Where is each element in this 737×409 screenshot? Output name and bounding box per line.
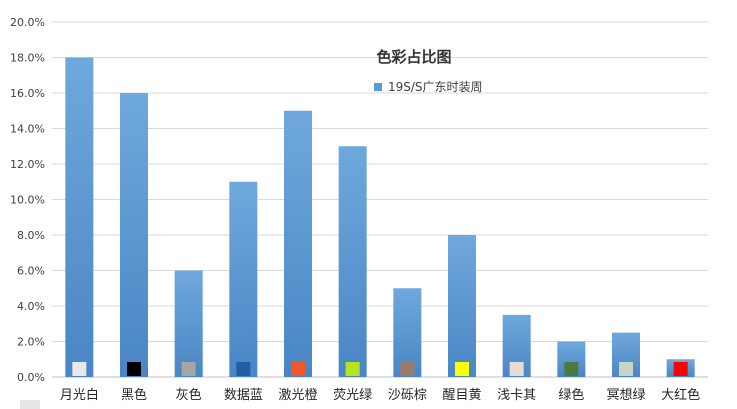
color-swatch (455, 362, 469, 376)
bars (65, 57, 695, 377)
x-tick-label: 灰色 (176, 387, 202, 403)
y-tick-label: 14.0% (10, 123, 45, 136)
x-tick-label: 月光白 (60, 387, 99, 403)
x-tick-label: 大红色 (661, 387, 700, 403)
x-tick-label: 沙砾棕 (388, 388, 427, 403)
color-swatch (509, 362, 524, 376)
color-swatch (291, 362, 305, 376)
color-swatch (400, 362, 415, 376)
y-tick-label: 2.0% (17, 336, 45, 349)
x-tick-label: 激光橙 (278, 388, 317, 403)
color-swatch (127, 362, 141, 376)
x-tick-label: 浅卡其 (497, 388, 536, 403)
y-tick-label: 8.0% (17, 229, 45, 242)
y-tick-label: 18.0% (10, 52, 45, 65)
bar (229, 181, 258, 377)
bar (120, 93, 148, 377)
x-tick-label: 数据蓝 (224, 388, 263, 403)
bar (448, 235, 476, 377)
y-tick-label: 10.0% (10, 194, 45, 207)
y-tick-label: 12.0% (10, 158, 45, 171)
legend-label: 19S/S广东时装周 (388, 80, 483, 94)
color-swatch (564, 362, 579, 376)
y-axis: 0.0% 2.0% 4.0% 6.0% 8.0% 10.0% 12.0% 14.0% 16.0%… (10, 16, 45, 384)
x-tick-label: 绿色 (558, 387, 584, 403)
color-swatches (72, 362, 688, 376)
color-swatch (236, 362, 251, 376)
chart-title: 色彩占比图 (376, 48, 451, 66)
x-tick-label: 荧光绿 (333, 388, 372, 403)
color-swatch (345, 362, 360, 376)
color-swatch (619, 362, 633, 376)
color-swatch (181, 362, 196, 376)
bar (65, 57, 94, 377)
x-axis: 月光白 黑色 灰色 数据蓝 激光橙 荧光绿 沙砾棕 醒目黄 浅卡其 绿色 冥想绿 大红色 (60, 387, 700, 403)
bar (174, 270, 203, 377)
y-tick-label: 16.0% (10, 87, 45, 100)
y-tick-label: 0.0% (17, 371, 45, 384)
bar (284, 110, 312, 377)
color-swatch (673, 362, 688, 376)
bar (338, 146, 367, 377)
legend: 19S/S广东时装周 (374, 80, 483, 94)
y-tick-label: 4.0% (17, 300, 45, 313)
x-tick-label: 黑色 (121, 387, 147, 403)
legend-swatch (374, 83, 382, 91)
y-tick-label: 6.0% (17, 265, 45, 278)
x-tick-label: 醒目黄 (442, 388, 481, 403)
x-tick-label: 冥想绿 (606, 387, 645, 403)
color-swatch (72, 362, 87, 376)
sheet-tab-stub (20, 400, 40, 409)
y-tick-label: 20.0% (10, 16, 45, 29)
grid-lines (52, 21, 708, 378)
